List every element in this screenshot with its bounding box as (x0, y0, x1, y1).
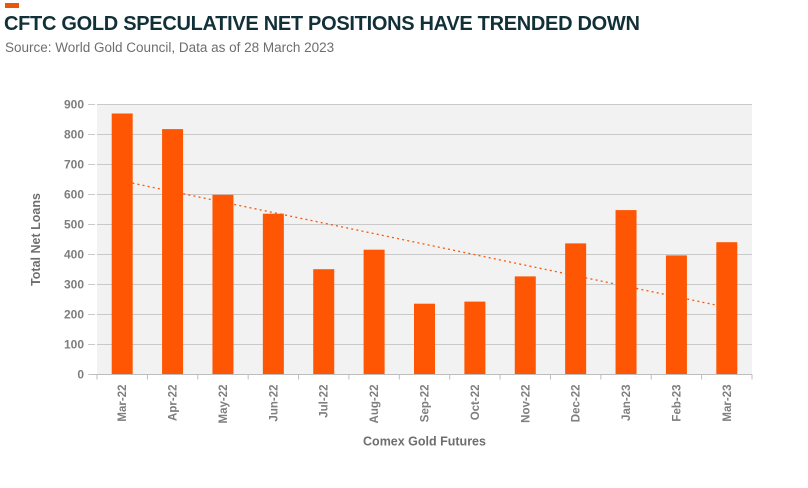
x-axis-tick-label: Sep-22 (420, 385, 432, 423)
y-axis-tick-label: 0 (77, 368, 84, 382)
y-axis-title: Total Net Loans (29, 193, 43, 286)
bar-nov-22 (514, 276, 536, 375)
y-axis-tick-label: 800 (64, 128, 84, 142)
x-axis-tick-label: Jul-22 (319, 385, 331, 418)
x-axis-tick-label: May-22 (218, 385, 230, 424)
bar-may-22 (212, 194, 234, 375)
bar-jul-22 (313, 269, 335, 375)
source-caption: Source: World Gold Council, Data as of 2… (5, 40, 335, 55)
bar-jun-22 (262, 213, 284, 375)
x-axis-tick-label: Dec-22 (571, 385, 583, 423)
y-axis-tick-label: 400 (64, 248, 84, 262)
x-axis-tick-label: Feb-23 (671, 385, 683, 422)
bar-feb-23 (665, 255, 687, 375)
x-axis-tick-label: Mar-22 (117, 385, 129, 422)
x-axis-tick-label: Aug-22 (369, 385, 381, 424)
x-axis-tick-label: Nov-22 (520, 385, 532, 423)
y-axis-tick-label: 600 (64, 188, 84, 202)
bar-oct-22 (464, 301, 486, 375)
x-axis-tick-label: Jun-22 (268, 385, 280, 422)
bar-dec-22 (565, 243, 587, 375)
x-axis-tick-label: Apr-22 (168, 385, 180, 421)
y-axis-tick-label: 500 (64, 218, 84, 232)
bar-mar-23 (716, 242, 738, 375)
y-axis-tick-label: 700 (64, 158, 84, 172)
x-axis-tick-label: Jan-23 (621, 385, 633, 421)
x-axis-title: Comex Gold Futures (363, 435, 486, 449)
bar-sep-22 (414, 303, 435, 375)
bar-mar-22 (111, 113, 133, 375)
y-axis-tick-label: 900 (64, 98, 84, 112)
y-axis-tick-label: 300 (64, 278, 84, 292)
y-axis-tick-label: 200 (64, 308, 84, 322)
page-title: CFTC GOLD SPECULATIVE NET POSITIONS HAVE… (4, 13, 640, 35)
x-axis-tick-label: Mar-23 (722, 385, 734, 422)
brand-mark-icon (5, 3, 19, 8)
bar-apr-22 (162, 129, 184, 375)
bar-jan-23 (615, 210, 637, 375)
y-axis-tick-label: 100 (64, 338, 84, 352)
x-axis-tick-label: Oct-22 (470, 385, 482, 421)
bar-chart: 0 100 200 300 400 500 600 700 800 900 Mar-22 Apr-22… (29, 98, 753, 449)
bar-aug-22 (363, 249, 385, 375)
